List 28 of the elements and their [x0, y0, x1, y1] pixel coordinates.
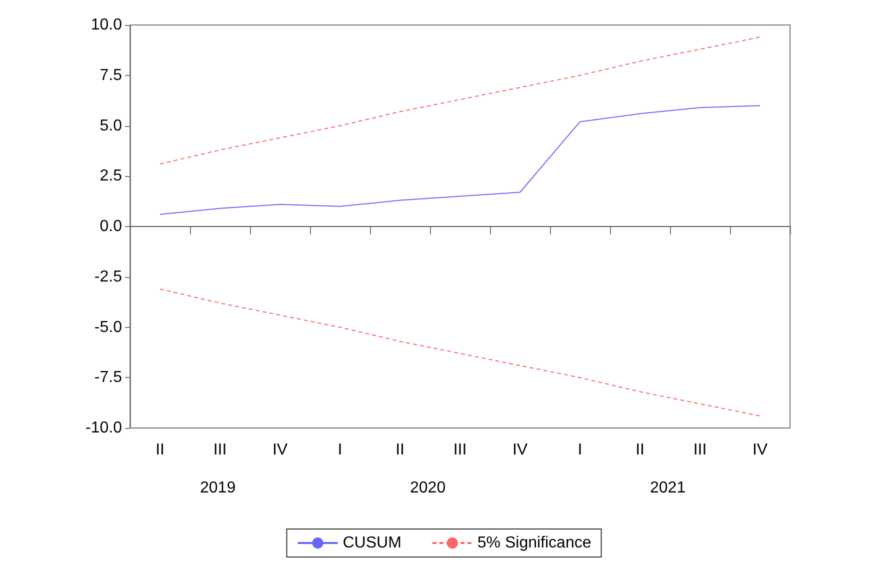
legend-label: CUSUM [342, 534, 402, 552]
text: 2021 [650, 480, 686, 496]
x-tick-label: I [338, 442, 342, 458]
x-tick-label: III [453, 442, 467, 458]
line-series [160, 288, 760, 416]
x-tick-label: IV [272, 442, 288, 458]
line-series [160, 36, 760, 165]
y-tick-label: 2.5 [100, 168, 122, 185]
y-tick-label: 10.0 [90, 16, 122, 34]
x-tick-label: I [578, 442, 582, 458]
x-tick-label: III [693, 442, 707, 458]
y-tick-label: -7.5 [94, 369, 122, 386]
x-tick-label: II [396, 442, 404, 458]
y-tick-label: -5.0 [94, 318, 122, 336]
x-tick-label: IV [512, 442, 528, 458]
y-tick-label: -2.5 [94, 268, 122, 286]
x-tick-label: II [636, 442, 644, 458]
y-tick-label: 5.0 [100, 117, 122, 134]
text: 2020 [410, 480, 446, 496]
y-tick-label: -10.0 [86, 420, 122, 436]
y-tick-label: 7.5 [100, 66, 122, 84]
text: 2019 [200, 480, 236, 496]
x-tick-label: II [156, 442, 164, 458]
line-series [160, 105, 760, 215]
y-tick-label: 0.0 [100, 218, 122, 235]
legend-label: 5% Significance [477, 534, 592, 552]
x-tick-label: III [213, 442, 227, 458]
x-tick-label: IV [752, 442, 768, 458]
